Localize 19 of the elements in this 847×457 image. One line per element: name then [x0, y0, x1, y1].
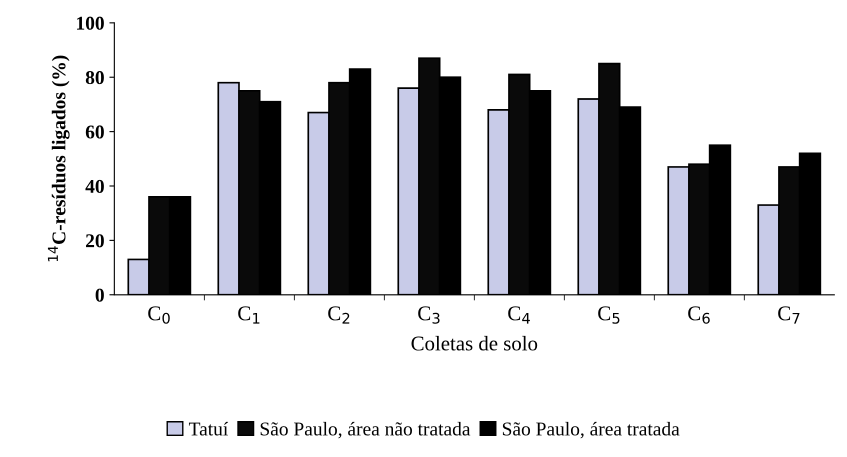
x-tick-label: C$_{2}$	[328, 306, 350, 324]
x-tick-label: C$_{7}$	[778, 306, 800, 324]
y-tick-label: 0	[96, 288, 104, 302]
y-tick-label: 40	[85, 180, 104, 193]
x-tick-label: C$_{3}$	[418, 306, 440, 324]
y-tick-label: 20	[86, 234, 104, 248]
y-tick-label: 100	[77, 16, 104, 30]
x-tick-label: C$_{1}$	[238, 306, 260, 324]
y-axis-title: $^{14}$C-resíduos ligados (%)	[48, 56, 70, 262]
x-tick-label: C$_{0}$	[148, 306, 170, 324]
y-tick-label: 80	[86, 71, 104, 84]
x-axis-title: Coletas de solo	[412, 336, 538, 351]
y-tick-label: 60	[86, 125, 104, 139]
legend-label: São Paulo, área não tratada	[260, 422, 470, 438]
x-tick-label: C$_{6}$	[688, 306, 710, 324]
legend-label: São Paulo, área tratada	[502, 422, 680, 438]
x-tick-label: C$_{5}$	[598, 306, 620, 324]
x-tick-label: C$_{4}$	[508, 306, 530, 324]
legend-label: Tatuí	[188, 422, 228, 436]
